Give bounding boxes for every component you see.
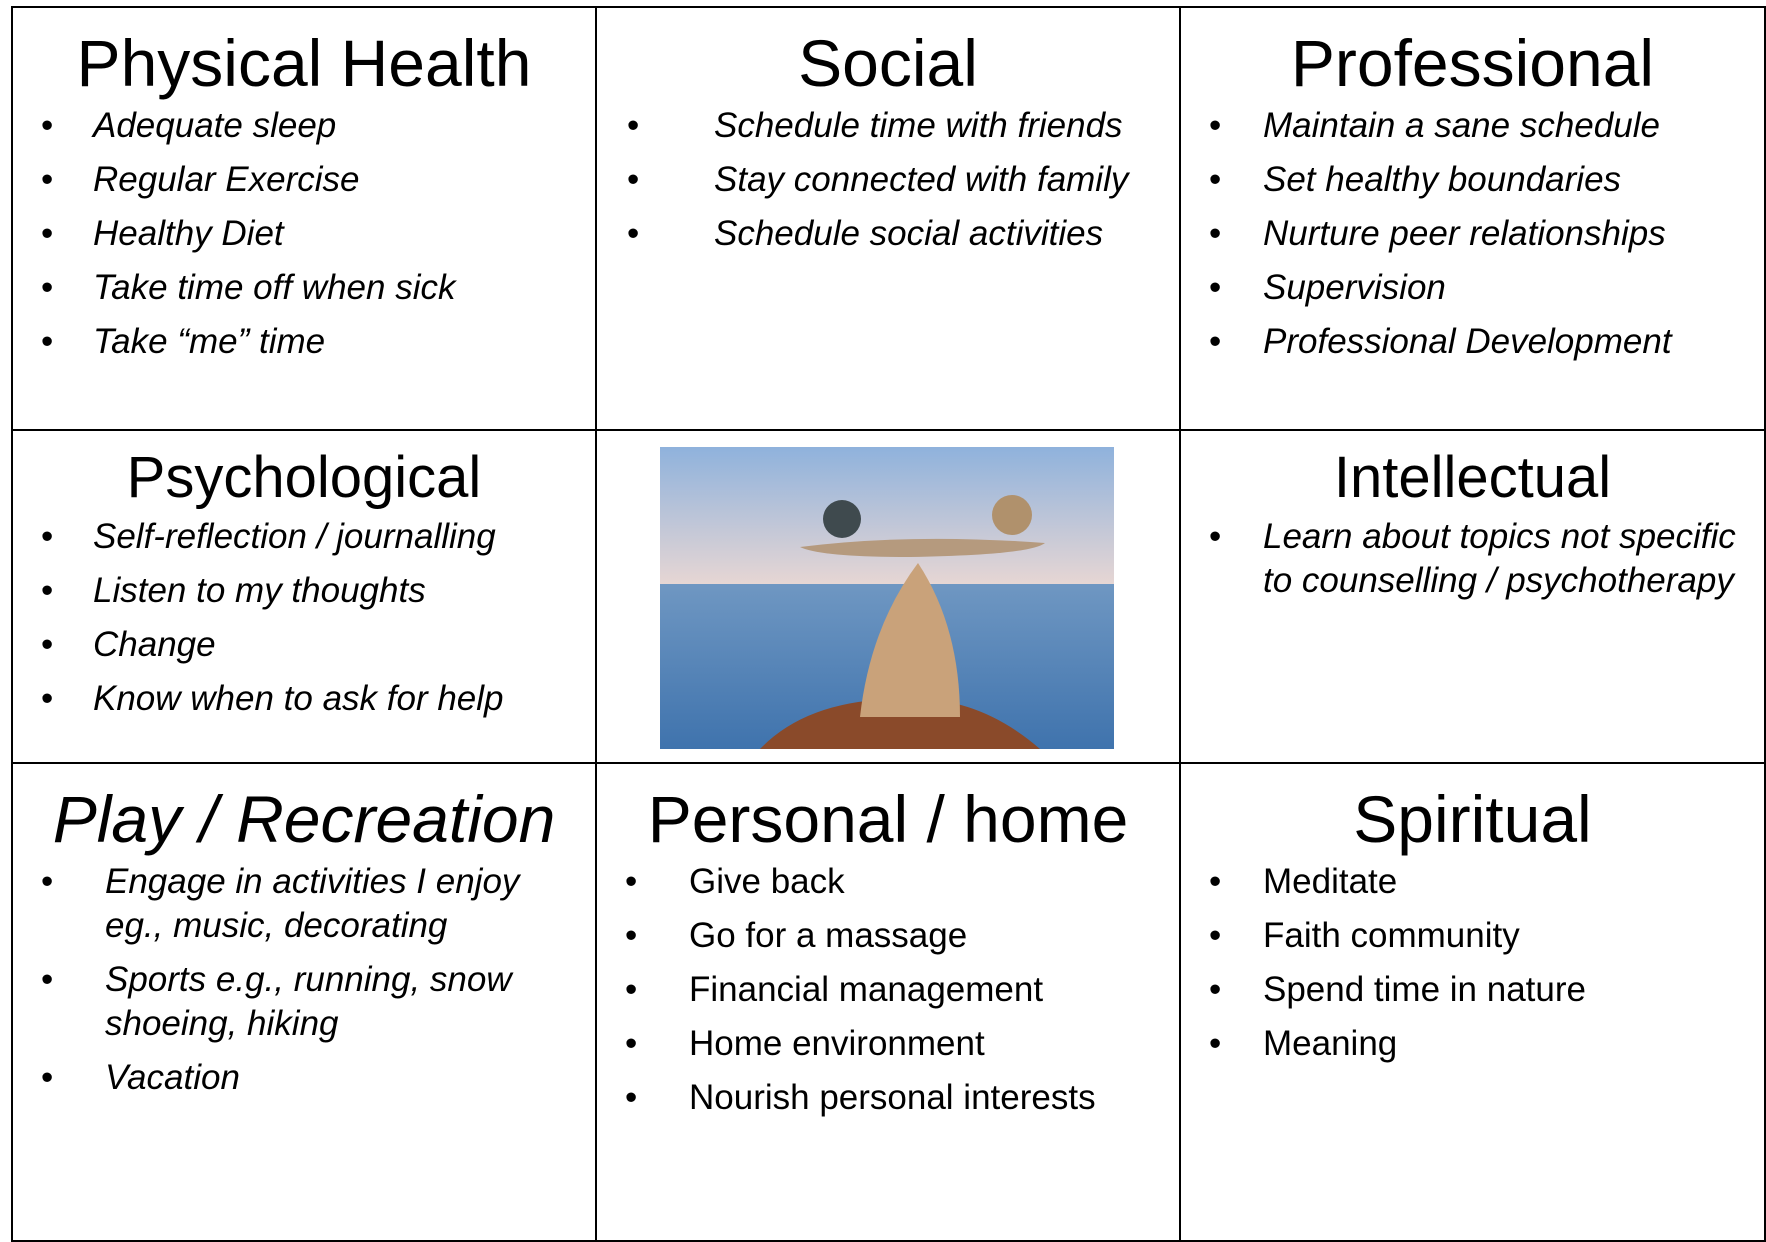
bullet-item: Schedule time with friends [627, 104, 1159, 148]
grid-cell: SocialSchedule time with friends Stay con… [595, 6, 1181, 431]
grid-cell: Physical HealthAdequate sleep Regular Exe… [11, 6, 597, 431]
bullet-item: Adequate sleep [41, 104, 575, 148]
bullet-item: Vacation [41, 1056, 575, 1100]
cell-title: Professional [1290, 26, 1655, 100]
bullet-item: Meaning [1209, 1022, 1744, 1066]
cell-title: Psychological [126, 445, 482, 510]
grid-cell: ProfessionalMaintain a sane schedule Set … [1179, 6, 1766, 431]
bullet-list: Give back Go for a massage Financial manag… [597, 860, 1179, 1120]
bullet-list: Maintain a sane schedule Set healthy boun… [1181, 104, 1764, 364]
bullet-item: Supervision [1209, 266, 1744, 310]
bullet-list: Meditate Faith community Spend time in nat… [1181, 860, 1764, 1066]
grid-cell: Play / RecreationEngage in activities I … [11, 762, 597, 1242]
bullet-item: Take time off when sick [41, 266, 575, 310]
grid-cell: Personal / homeGive back Go for a massage… [595, 762, 1181, 1242]
grid-cell: PsychologicalSelf-reflection / journalli… [11, 429, 597, 764]
bullet-list: Learn about topics not specific to couns… [1181, 515, 1764, 603]
bullet-item: Professional Development [1209, 320, 1744, 364]
bullet-list: Adequate sleep Regular Exercise Healthy Di… [13, 104, 595, 364]
bullet-item: Meditate [1209, 860, 1744, 904]
bullet-item: Home environment [625, 1022, 1159, 1066]
bullet-item: Stay connected with family [627, 158, 1159, 202]
grid-cell: IntellectualLearn about topics not speci… [1179, 429, 1766, 764]
bullet-item: Engage in activities I enjoy eg., music,… [41, 860, 575, 948]
grid-cell: SpiritualMeditate Faith community Spend ti… [1179, 762, 1766, 1242]
bullet-item: Change [41, 623, 575, 667]
balance-stones-image [660, 447, 1114, 749]
cell-title: Physical Health [76, 26, 532, 100]
cell-title: Intellectual [1333, 445, 1612, 510]
bullet-item: Spend time in nature [1209, 968, 1744, 1012]
bullet-item: Learn about topics not specific to couns… [1209, 515, 1744, 603]
bullet-item: Know when to ask for help [41, 677, 575, 721]
bullet-item: Listen to my thoughts [41, 569, 575, 613]
bullet-item: Nourish personal interests [625, 1076, 1159, 1120]
bullet-item: Give back [625, 860, 1159, 904]
bullet-list: Schedule time with friends Stay connected… [597, 104, 1179, 256]
bullet-list: Self-reflection / journalling Listen to m… [13, 515, 595, 721]
bullet-item: Take “me” time [41, 320, 575, 364]
cell-title: Social [798, 26, 978, 100]
bullet-item: Schedule social activities [627, 212, 1159, 256]
bullet-item: Faith community [1209, 914, 1744, 958]
bullet-item: Financial management [625, 968, 1159, 1012]
cell-title: Play / Recreation [52, 782, 556, 856]
bullet-item: Maintain a sane schedule [1209, 104, 1744, 148]
image-cell [595, 429, 1181, 764]
cell-title: Personal / home [647, 782, 1129, 856]
bullet-item: Regular Exercise [41, 158, 575, 202]
bullet-item: Self-reflection / journalling [41, 515, 575, 559]
bullet-item: Nurture peer relationships [1209, 212, 1744, 256]
cell-title: Spiritual [1353, 782, 1592, 856]
bullet-list: Engage in activities I enjoy eg., music,… [13, 860, 595, 1100]
bullet-item: Sports e.g., running, snow shoeing, hiki… [41, 958, 575, 1046]
bullet-item: Set healthy boundaries [1209, 158, 1744, 202]
bullet-item: Go for a massage [625, 914, 1159, 958]
bullet-item: Healthy Diet [41, 212, 575, 256]
